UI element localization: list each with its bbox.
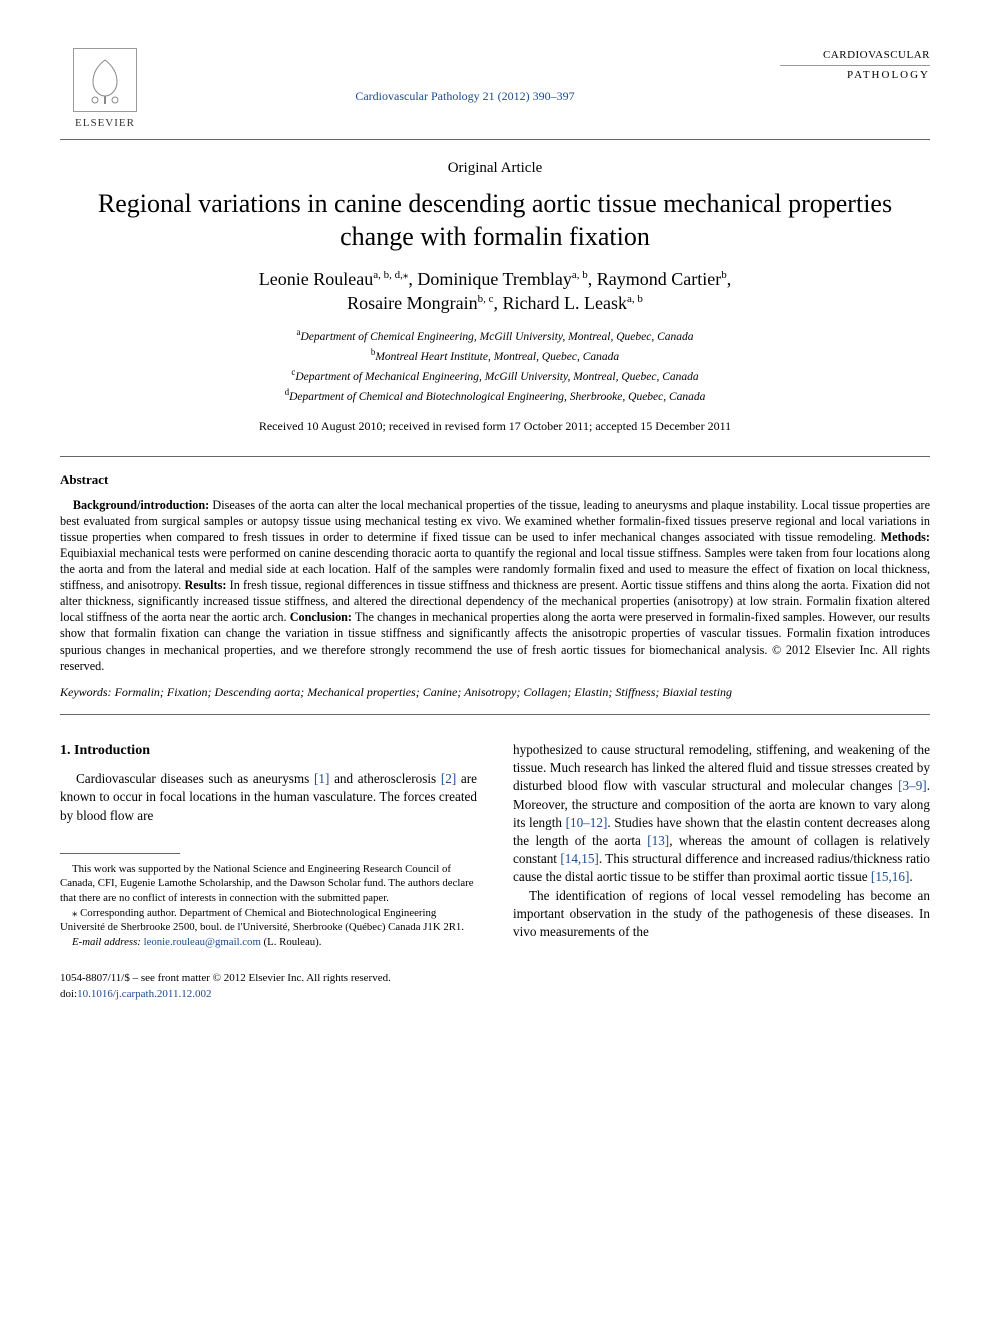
- tree-icon: [77, 52, 133, 108]
- abstract-heading: Abstract: [60, 471, 930, 489]
- intro-paragraph-2: The identification of regions of local v…: [513, 887, 930, 942]
- doi-link[interactable]: 10.1016/j.carpath.2011.12.002: [77, 988, 211, 1000]
- author-4: Rosaire Mongrain: [347, 293, 477, 313]
- citation-1[interactable]: [1]: [314, 771, 329, 786]
- affiliation-a: Department of Chemical Engineering, McGi…: [300, 331, 693, 343]
- citation-3-9[interactable]: [3–9]: [898, 778, 927, 793]
- intro-paragraph-1a: Cardiovascular diseases such as aneurysm…: [60, 770, 477, 825]
- footnote-rule: [60, 853, 180, 854]
- funding-footnote: This work was supported by the National …: [60, 862, 477, 906]
- citation-14-15[interactable]: [14,15]: [560, 851, 598, 866]
- keywords-line: Keywords: Formalin; Fixation; Descending…: [60, 684, 930, 700]
- elsevier-tree-icon: [73, 48, 137, 112]
- author-2: Dominique Tremblay: [417, 269, 572, 289]
- right-column: hypothesized to cause structural remodel…: [513, 741, 930, 1002]
- email-footnote: E-mail address: leonie.rouleau@gmail.com…: [60, 935, 477, 950]
- author-3: Raymond Cartier: [597, 269, 721, 289]
- affiliation-c: Department of Mechanical Engineering, Mc…: [295, 371, 698, 383]
- horizontal-rule: [60, 139, 930, 140]
- journal-logo-line2: PATHOLOGY: [780, 68, 930, 83]
- journal-logo-rule: [780, 65, 930, 66]
- author-5: Richard L. Leask: [503, 293, 627, 313]
- article-dates: Received 10 August 2010; received in rev…: [60, 418, 930, 434]
- email-link[interactable]: leonie.rouleau@gmail.com: [144, 936, 261, 948]
- author-3-aff: b: [721, 269, 727, 281]
- author-5-aff: a, b: [627, 293, 643, 305]
- affiliations: aDepartment of Chemical Engineering, McG…: [60, 326, 930, 406]
- affiliation-d: Department of Chemical and Biotechnologi…: [289, 391, 705, 403]
- abstract-methods-label: Methods:: [881, 530, 930, 544]
- abstract-background-label: Background/introduction:: [73, 498, 209, 512]
- keywords-label: Keywords:: [60, 685, 112, 699]
- journal-logo: CARDIOVASCULAR PATHOLOGY: [780, 48, 930, 83]
- abstract-conclusion-label: Conclusion:: [290, 610, 352, 624]
- abstract-results-label: Results:: [184, 578, 226, 592]
- journal-reference[interactable]: Cardiovascular Pathology 21 (2012) 390–3…: [355, 89, 574, 103]
- left-column: 1. Introduction Cardiovascular diseases …: [60, 741, 477, 1002]
- journal-reference-block: Cardiovascular Pathology 21 (2012) 390–3…: [150, 48, 780, 107]
- author-1: Leonie Rouleau: [259, 269, 373, 289]
- affiliation-b: Montreal Heart Institute, Montreal, Queb…: [375, 351, 619, 363]
- publisher-logo: ELSEVIER: [60, 48, 150, 131]
- publisher-name: ELSEVIER: [75, 116, 135, 131]
- footnotes: This work was supported by the National …: [60, 862, 477, 949]
- abstract-body: Background/introduction: Diseases of the…: [60, 497, 930, 674]
- citation-15-16[interactable]: [15,16]: [871, 869, 909, 884]
- citation-13[interactable]: [13]: [647, 833, 669, 848]
- keywords-text: Formalin; Fixation; Descending aorta; Me…: [112, 685, 732, 699]
- citation-2[interactable]: [2]: [441, 771, 456, 786]
- author-4-aff: b, c: [478, 293, 494, 305]
- authors-line: Leonie Rouleaua, b, d,⁎, Dominique Tremb…: [60, 267, 930, 316]
- copyright-line: 1054-8807/11/$ – see front matter © 2012…: [60, 971, 477, 986]
- horizontal-rule: [60, 456, 930, 457]
- copyright-block: 1054-8807/11/$ – see front matter © 2012…: [60, 971, 477, 1002]
- intro-paragraph-1b: hypothesized to cause structural remodel…: [513, 741, 930, 887]
- author-1-aff: a, b, d,⁎: [373, 269, 408, 281]
- corresponding-footnote: ⁎ Corresponding author. Department of Ch…: [60, 906, 477, 935]
- horizontal-rule: [60, 714, 930, 715]
- author-2-aff: a, b: [572, 269, 588, 281]
- article-title: Regional variations in canine descending…: [90, 188, 900, 253]
- body-columns: 1. Introduction Cardiovascular diseases …: [60, 741, 930, 1002]
- doi-line: doi:10.1016/j.carpath.2011.12.002: [60, 987, 477, 1002]
- page-header: ELSEVIER Cardiovascular Pathology 21 (20…: [60, 48, 930, 131]
- citation-10-12[interactable]: [10–12]: [566, 815, 608, 830]
- section-1-heading: 1. Introduction: [60, 741, 477, 760]
- article-type: Original Article: [60, 158, 930, 178]
- journal-logo-line1: CARDIOVASCULAR: [780, 48, 930, 63]
- email-label: E-mail address:: [72, 936, 144, 948]
